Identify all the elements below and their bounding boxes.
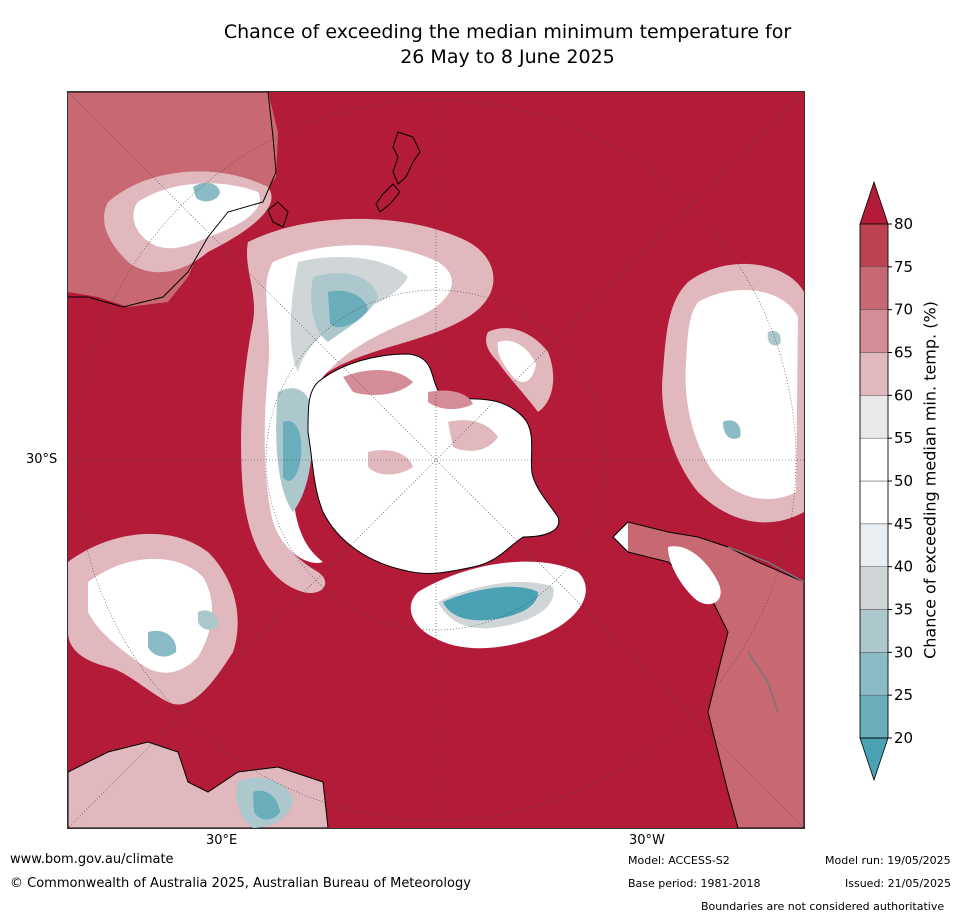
colorbar-band [859, 566, 889, 610]
copyright-text: © Commonwealth of Australia 2025, Austra… [10, 876, 471, 891]
colorbar-tick-label: 35 [894, 601, 913, 619]
colorbar-extend-low [859, 737, 889, 782]
title-line-2: 26 May to 8 June 2025 [400, 46, 615, 68]
title-line-1: Chance of exceeding the median minimum t… [223, 21, 792, 43]
colorbar-tick-label: 45 [894, 515, 913, 533]
colorbar-tick-label: 65 [894, 344, 913, 362]
south-america [612, 521, 804, 828]
lon-label-30e: 30°E [206, 833, 238, 848]
colorbar-band [859, 352, 889, 396]
colorbar-band [859, 266, 889, 310]
base-period-text: Base period: 1981-2018 [628, 877, 761, 890]
colorbar-tick-label: 30 [894, 643, 913, 661]
colorbar-band [859, 309, 889, 353]
website-link[interactable]: www.bom.gov.au/climate [10, 852, 174, 867]
colorbar-band [859, 437, 889, 482]
colorbar-bands [859, 180, 889, 782]
colorbar: 20 25 30 35 40 45 50 55 60 65 70 75 80 [859, 180, 913, 782]
colorbar-band [859, 694, 889, 739]
colorbar-tick-label: 50 [894, 472, 913, 490]
indian-ocean-anomaly [241, 218, 494, 593]
colorbar-band [859, 652, 889, 696]
colorbar-tick-label: 70 [894, 301, 913, 319]
colorbar-tick-label: 40 [894, 558, 913, 576]
east-pacific-anomaly [486, 263, 804, 523]
antarctica [307, 353, 560, 574]
map-title: Chance of exceeding the median minimum t… [70, 20, 945, 70]
lat-label-30s: 30°S [26, 452, 58, 467]
colorbar-tick-label: 80 [894, 215, 913, 233]
map-canvas [68, 92, 804, 828]
model-text: Model: ACCESS-S2 [628, 854, 730, 867]
colorbar-band [859, 223, 889, 268]
colorbar-extend-high [859, 180, 889, 225]
colorbar-tick-label: 60 [894, 386, 913, 404]
disclaimer-text: Boundaries are not considered authoritat… [701, 900, 945, 913]
graticule [68, 92, 804, 828]
colorbar-title: Chance of exceeding median min. temp. (%… [920, 301, 940, 659]
australia-region [68, 92, 289, 308]
colorbar-band [859, 395, 889, 439]
colorbar-tick-label: 55 [894, 429, 913, 447]
colorbar-band [859, 480, 889, 525]
colorbar-tick-label: 75 [894, 258, 913, 276]
issued-text: Issued: 21/05/2025 [845, 877, 952, 890]
southern-africa [68, 533, 329, 828]
south-atlantic-anomaly [410, 561, 586, 649]
colorbar-band [859, 609, 889, 653]
new-zealand [375, 131, 421, 213]
model-run-text: Model run: 19/05/2025 [825, 854, 951, 867]
colorbar-tick-label: 25 [894, 686, 913, 704]
colorbar-band [859, 523, 889, 567]
lon-label-30w: 30°W [629, 833, 665, 848]
colorbar-ticks: 20 25 30 35 40 45 50 55 60 65 70 75 80 [888, 215, 913, 747]
colorbar-tick-label: 20 [894, 729, 913, 747]
probability-map[interactable] [67, 91, 805, 829]
